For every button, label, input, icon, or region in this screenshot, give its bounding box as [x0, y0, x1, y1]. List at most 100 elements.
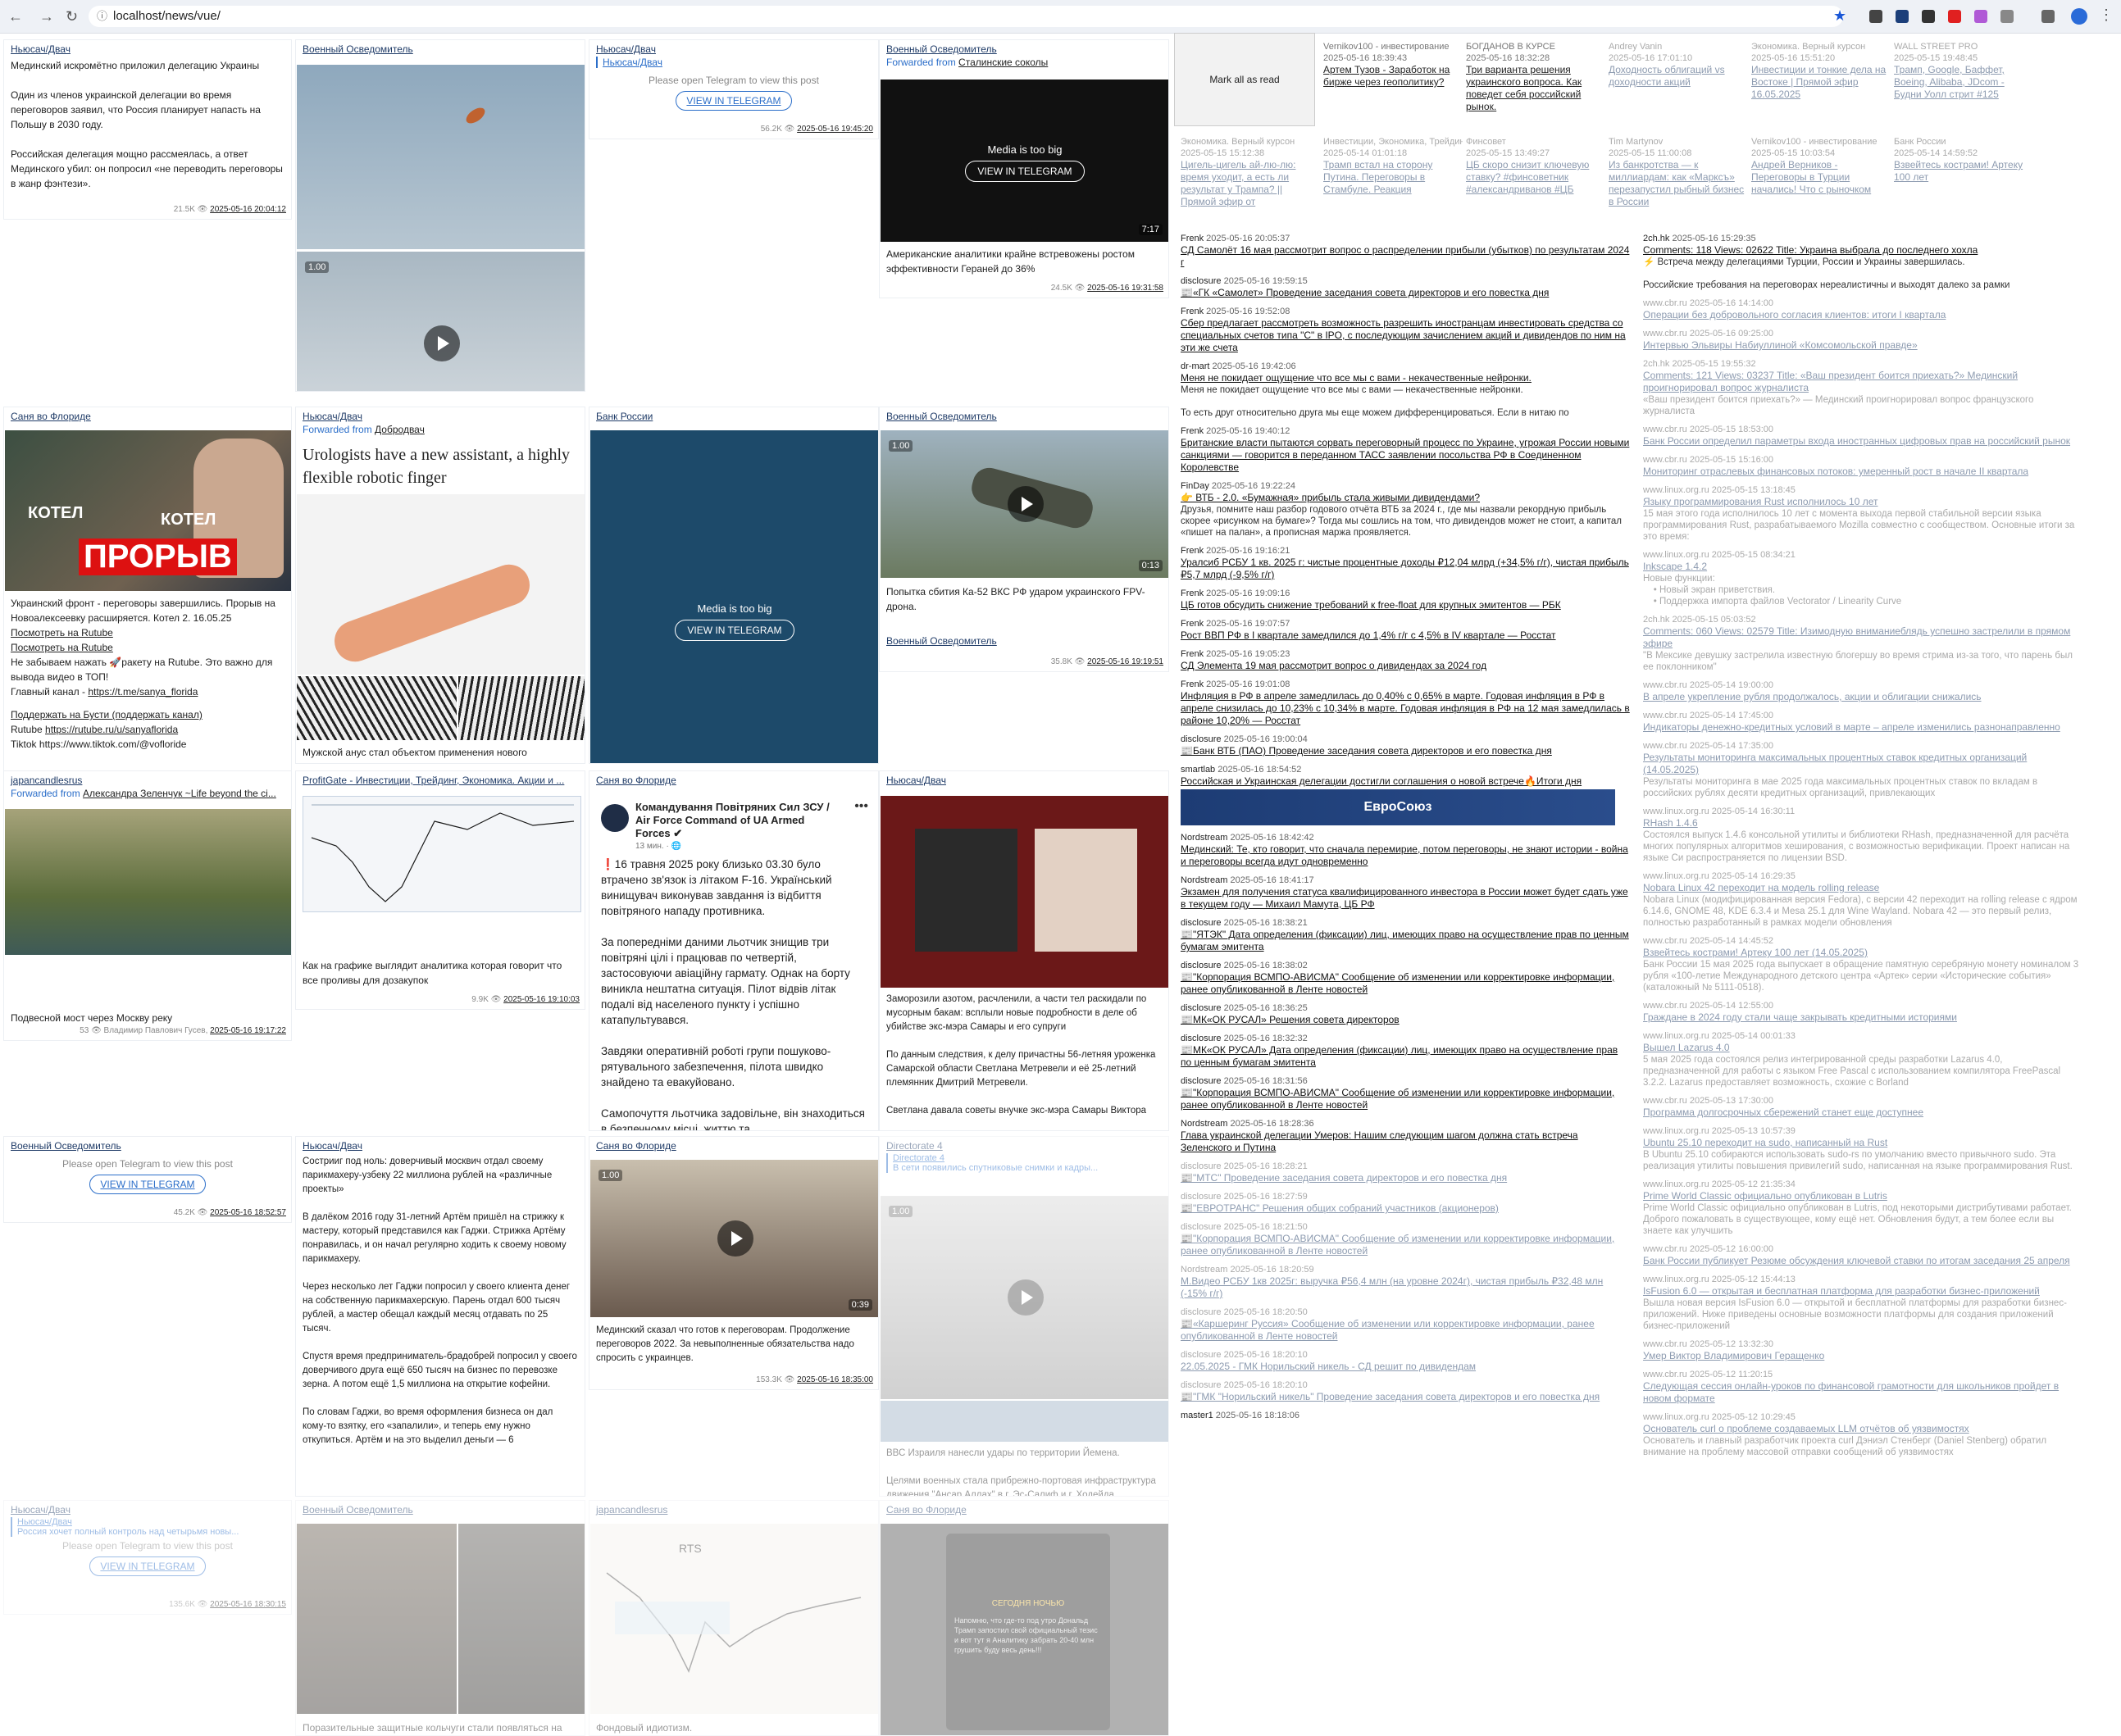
- tile-title-link[interactable]: Артем Тузов - Заработок на бирже через г…: [1323, 64, 1450, 88]
- extension-icon[interactable]: [1896, 10, 1909, 23]
- boosty-link[interactable]: Поддержать на Бусти (поддержать канал): [11, 709, 203, 720]
- reply-source[interactable]: Directorate 4: [893, 1153, 944, 1163]
- news-headline-link[interactable]: Языку программирования Rust исполнилось …: [1643, 496, 1878, 507]
- video-thumbnail[interactable]: 1.00: [297, 252, 585, 391]
- channel-link[interactable]: Банк России: [596, 411, 653, 422]
- forwarded-source-link[interactable]: Добродвач: [375, 424, 425, 435]
- post-date-link[interactable]: 2025-05-16 18:30:15: [210, 1600, 286, 1609]
- news-headline-link[interactable]: 📰МК«ОК РУСАЛ» Решения совета директоров: [1181, 1014, 1400, 1025]
- news-headline-link[interactable]: 👉 ВТБ - 2.0. «Бумажная» прибыль стала жи…: [1181, 492, 1481, 503]
- video-thumbnail[interactable]: 1.00 0:39: [590, 1160, 878, 1317]
- news-headline-link[interactable]: Операции без добровольного согласия клие…: [1643, 309, 1946, 320]
- post-date-link[interactable]: 2025-05-16 20:04:12: [210, 205, 286, 214]
- view-in-telegram-button[interactable]: VIEW IN TELEGRAM: [676, 91, 792, 111]
- news-headline-link[interactable]: Nobara Linux 42 переходит на модель roll…: [1643, 882, 1880, 893]
- reply-source[interactable]: Ньюсач/Двач: [17, 1517, 72, 1527]
- post-photo[interactable]: [297, 1524, 457, 1714]
- browser-menu-icon[interactable]: ⋮: [2099, 7, 2114, 23]
- news-headline-link[interactable]: 📰"Корпорация ВСМПО-АВИСМА" Сообщение об …: [1181, 1087, 1615, 1111]
- news-headline-link[interactable]: Уралсиб РСБУ 1 кв. 2025 г: чистые процен…: [1181, 557, 1629, 580]
- channel-link[interactable]: Саня во Флориде: [596, 1140, 676, 1152]
- view-in-telegram-button[interactable]: VIEW IN TELEGRAM: [675, 620, 794, 641]
- news-headline-link[interactable]: Граждане в 2024 году стали чаще закрыват…: [1643, 1011, 1957, 1023]
- channel-link[interactable]: Саня во Флориде: [596, 775, 676, 786]
- news-headline-link[interactable]: 📰"Корпорация ВСМПО-АВИСМА" Сообщение об …: [1181, 1233, 1615, 1257]
- video-thumbnail[interactable]: КОТЕЛ КОТЕЛ ПРОРЫВ: [5, 430, 291, 591]
- news-headline-link[interactable]: В апреле укрепление рубля продолжалось, …: [1643, 691, 1982, 702]
- news-headline-link[interactable]: Российская и Украинская делегации достиг…: [1181, 775, 1582, 787]
- video-tile[interactable]: Vernikov100 - инвестирование 2025-05-15 1…: [1751, 136, 1891, 196]
- reply-quote[interactable]: Ньюсач/Двач Россия хочет полный контроль …: [11, 1517, 284, 1537]
- post-photo[interactable]: [881, 1401, 1168, 1442]
- video-tile[interactable]: Банк России 2025-05-14 14:59:52 Взвейтесь …: [1894, 136, 2033, 184]
- reload-icon[interactable]: ↻: [66, 8, 79, 25]
- tile-title-link[interactable]: Доходность облигаций vs доходности акций: [1609, 64, 1725, 88]
- news-headline-link[interactable]: 📰"ЯТЭК" Дата определения (фиксации) лиц,…: [1181, 929, 1629, 952]
- channel-link[interactable]: Саня во Флориде: [11, 411, 91, 422]
- reply-quote[interactable]: Ньюсач/Двач: [596, 57, 872, 68]
- news-headline-link[interactable]: Результаты мониторинга максимальных проц…: [1643, 752, 2028, 775]
- news-headline-link[interactable]: 📰"ГМК "Норильский никель" Проведение зас…: [1181, 1391, 1600, 1402]
- tile-title-link[interactable]: Трамп, Google, Баффет, Boeing, Alibaba, …: [1894, 64, 2005, 100]
- play-icon[interactable]: [1008, 486, 1044, 522]
- tile-title-link[interactable]: Взвейтесь кострами! Артеку 100 лет: [1894, 159, 2023, 183]
- news-headline-link[interactable]: 📰"МТС" Проведение заседания совета дирек…: [1181, 1172, 1508, 1184]
- puzzle-extensions-icon[interactable]: [2000, 10, 2014, 23]
- post-photo[interactable]: [458, 676, 585, 740]
- tile-title-link[interactable]: Инвестиции и тонкие дела на Востоке | Пр…: [1751, 64, 1887, 100]
- news-headline-link[interactable]: СД Элемента 19 мая рассмотрит вопрос о д…: [1181, 660, 1487, 671]
- channel-link[interactable]: Военный Осведомитель: [886, 411, 997, 422]
- extension-icon[interactable]: [1974, 10, 1987, 23]
- back-icon[interactable]: ←: [8, 8, 23, 25]
- tile-title-link[interactable]: Три варианта решения украинского вопроса…: [1466, 64, 1582, 112]
- post-date-link[interactable]: 2025-05-16 19:31:58: [1087, 284, 1163, 293]
- post-date-link[interactable]: 2025-05-16 19:19:51: [1087, 657, 1163, 666]
- news-headline-link[interactable]: Экзамен для получения статуса квалифицир…: [1181, 886, 1628, 910]
- video-thumbnail[interactable]: 1.00 0:13: [881, 430, 1168, 578]
- channel-link[interactable]: Ньюсач/Двач: [11, 1504, 71, 1516]
- post-photo[interactable]: СЕГОДНЯ НОЧЬЮ Напомню, что где-то под ут…: [881, 1524, 1168, 1735]
- mark-all-read-button[interactable]: Mark all as read: [1174, 33, 1315, 126]
- news-headline-link[interactable]: Мониторинг отраслевых финансовых потоков…: [1643, 466, 2029, 477]
- video-tile[interactable]: БОГДАНОВ В КУРСЕ 2025-05-16 18:32:28 Три в…: [1466, 41, 1605, 113]
- news-headline-link[interactable]: Программа долгосрочных сбережений станет…: [1643, 1107, 1923, 1118]
- news-headline-link[interactable]: Основатель curl о проблеме создаваемых L…: [1643, 1423, 1969, 1434]
- info-icon[interactable]: ⓘ: [97, 10, 108, 22]
- rutube-link[interactable]: Посмотреть на Rutube: [11, 627, 113, 639]
- channel-link[interactable]: Ньюсач/Двач: [886, 775, 946, 786]
- news-headline-link[interactable]: М.Видео РСБУ 1кв 2025г: выручка ₽56,4 мл…: [1181, 1275, 1604, 1299]
- post-date-link[interactable]: 2025-05-16 19:17:22: [210, 1026, 286, 1035]
- news-headline-link[interactable]: 📰«Каршеринг Руссия» Сообщение об изменен…: [1181, 1318, 1595, 1342]
- news-headline-link[interactable]: Следующая сессия онлайн-уроков по финанс…: [1643, 1380, 2060, 1404]
- channel-link[interactable]: Directorate 4: [886, 1140, 943, 1152]
- tile-title-link[interactable]: ЦБ скоро снизит ключевую ставку? #финсов…: [1466, 159, 1590, 195]
- news-headline-link[interactable]: Рост ВВП РФ в I квартале замедлился до 1…: [1181, 629, 1556, 641]
- channel-link[interactable]: ProfitGate - Инвестиции, Трейдинг, Эконо…: [303, 775, 565, 786]
- address-bar[interactable]: ⓘ localhost/news/vue/: [89, 6, 1843, 27]
- play-icon[interactable]: [717, 1220, 753, 1257]
- news-headline-link[interactable]: Индикаторы денежно-кредитных условий в м…: [1643, 721, 2060, 733]
- post-date-link[interactable]: 2025-05-16 18:35:00: [797, 1375, 873, 1384]
- news-headline-link[interactable]: Взвейтесь кострами! Артеку 100 лет (14.0…: [1643, 947, 1868, 958]
- news-headline-link[interactable]: СД Самолёт 16 мая рассмотрит вопрос о ра…: [1181, 244, 1630, 268]
- media-control-icon[interactable]: [2041, 10, 2055, 23]
- post-photo[interactable]: [458, 1524, 585, 1714]
- channel-link[interactable]: Ньюсач/Двач: [303, 1140, 362, 1152]
- video-tile[interactable]: Vernikov100 - инвестирование 2025-05-16 1…: [1323, 41, 1463, 89]
- news-headline-link[interactable]: 📰"ЕВРОТРАНС" Решения общих собраний учас…: [1181, 1202, 1499, 1214]
- post-photo[interactable]: [5, 809, 291, 955]
- video-tile[interactable]: Финсовет 2025-05-15 13:49:27 ЦБ скоро сниз…: [1466, 136, 1605, 196]
- post-photo[interactable]: [297, 676, 457, 740]
- news-headline-link[interactable]: Банк России определил параметры входа ин…: [1643, 435, 2071, 447]
- news-headline-link[interactable]: Inkscape 1.4.2: [1643, 561, 1708, 572]
- play-icon[interactable]: [424, 325, 460, 361]
- post-photo[interactable]: [297, 65, 585, 249]
- forwarded-source-link[interactable]: Александра Зеленчук ~Life beyond the ci.…: [83, 788, 276, 799]
- news-headline-link[interactable]: 📰«ГК «Самолет» Проведение заседания сове…: [1181, 287, 1550, 298]
- extension-shield-icon[interactable]: [1869, 10, 1882, 23]
- channel-link[interactable]: Ньюсач/Двач: [303, 411, 362, 422]
- channel-link[interactable]: Военный Осведомитель: [886, 635, 997, 647]
- video-tile[interactable]: Tim Martynov 2025-05-15 11:00:08 Из банкро…: [1609, 136, 1748, 208]
- news-headline-link[interactable]: 22.05.2025 - ГМК Норильский никель - СД …: [1181, 1361, 1477, 1372]
- channel-link[interactable]: https://t.me/sanya_florida: [88, 686, 198, 698]
